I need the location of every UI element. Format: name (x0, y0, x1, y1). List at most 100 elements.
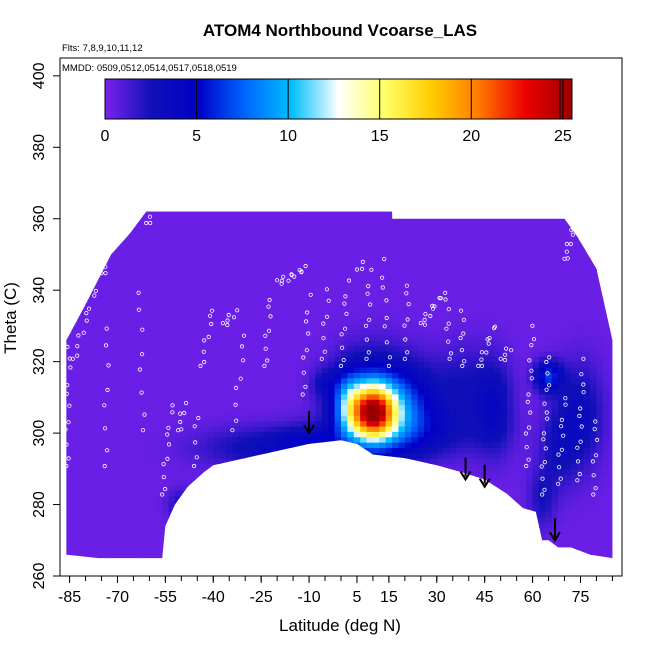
heatmap-cell (270, 259, 278, 266)
heatmap-cell (328, 425, 336, 432)
heatmap-cell (117, 350, 125, 357)
heatmap-cell (360, 329, 368, 336)
heatmap-cell (283, 297, 291, 304)
heatmap-cell (251, 270, 259, 277)
heatmap-cell (86, 201, 93, 207)
heatmap-cell (487, 511, 495, 518)
heatmap-cell (481, 313, 489, 320)
heatmap-cell (232, 356, 240, 363)
heatmap-cell (309, 270, 317, 277)
heatmap-cell (436, 356, 444, 363)
heatmap-cell (404, 500, 412, 507)
heatmap-cell (226, 345, 234, 352)
heatmap-cell (130, 500, 138, 507)
heatmap-cell (181, 265, 189, 272)
heatmap-cell (155, 372, 163, 379)
heatmap-cell (379, 350, 387, 357)
heatmap-cell (251, 372, 259, 379)
heatmap-cell (328, 500, 336, 507)
heatmap-cell (328, 447, 336, 454)
heatmap-cell (98, 490, 106, 497)
heatmap-cell (104, 549, 112, 556)
heatmap-cell (283, 216, 291, 223)
heatmap-cell (411, 201, 418, 207)
heatmap-cell (341, 549, 348, 556)
heatmap-cell (206, 233, 214, 240)
heatmap-cell (123, 350, 131, 357)
heatmap-cell (213, 560, 220, 566)
heatmap-cell (130, 249, 138, 256)
heatmap-cell (143, 318, 151, 325)
heatmap-cell (430, 313, 438, 320)
heatmap-cell (149, 254, 157, 261)
heatmap-cell (475, 227, 483, 234)
heatmap-cell (385, 447, 393, 454)
heatmap-cell (347, 393, 355, 400)
heatmap-cell (341, 350, 348, 357)
heatmap-cell (123, 409, 131, 416)
heatmap-cell (200, 383, 208, 390)
heatmap-cell (366, 399, 374, 406)
heatmap-cell (379, 340, 387, 347)
heatmap-cell (251, 222, 259, 229)
heatmap-cell (449, 511, 457, 518)
heatmap-cell (187, 275, 195, 282)
heatmap-cell (206, 259, 214, 266)
heatmap-cell (334, 522, 342, 529)
heatmap-cell (417, 302, 425, 309)
heatmap-cell (130, 442, 138, 448)
heatmap-cell (347, 233, 355, 240)
heatmap-cell (360, 495, 368, 502)
heatmap-cell (353, 436, 361, 443)
heatmap-cell (430, 286, 438, 293)
heatmap-cell (468, 249, 476, 256)
heatmap-cell (270, 474, 278, 481)
heatmap-cell (238, 313, 246, 320)
heatmap-cell (130, 565, 137, 571)
heatmap-cell (66, 409, 74, 416)
heatmap-cell (289, 227, 297, 234)
heatmap-cell (417, 254, 425, 261)
heatmap-cell (232, 527, 240, 534)
heatmap-cell (226, 474, 234, 481)
heatmap-cell (455, 533, 463, 540)
heatmap-cell (283, 506, 291, 513)
heatmap-cell (174, 500, 182, 507)
heatmap-cell (194, 543, 202, 550)
heatmap-cell (181, 211, 189, 218)
heatmap-cell (443, 265, 451, 272)
heatmap-cell (270, 506, 278, 513)
heatmap-cell (417, 506, 425, 513)
heatmap-cell (270, 431, 278, 438)
heatmap-cell (277, 511, 285, 518)
heatmap-cell (270, 409, 278, 416)
heatmap-cell (302, 549, 310, 556)
heatmap-cell (174, 313, 182, 320)
heatmap-cell (72, 554, 80, 559)
heatmap-cell (341, 420, 348, 427)
heatmap-cell (411, 297, 419, 304)
heatmap-cell (85, 517, 93, 524)
heatmap-cell (398, 533, 406, 540)
heatmap-cell (449, 463, 457, 470)
heatmap-cell (494, 254, 502, 261)
heatmap-cell (468, 324, 476, 331)
heatmap-cell (187, 297, 195, 304)
heatmap-cell (475, 565, 482, 571)
heatmap-cell (232, 281, 240, 288)
heatmap-cell (449, 479, 457, 486)
heatmap-cell (79, 436, 87, 443)
heatmap-cell (213, 404, 221, 411)
heatmap-cell (309, 334, 317, 341)
heatmap-cell (328, 324, 336, 331)
heatmap-cell (366, 458, 374, 465)
heatmap-cell (289, 211, 297, 213)
heatmap-cell (296, 479, 304, 486)
heatmap-cell (455, 254, 463, 261)
heatmap-cell (226, 511, 234, 518)
heatmap-cell (487, 500, 495, 507)
heatmap-cell (277, 318, 285, 325)
heatmap-cell (334, 543, 342, 550)
heatmap-cell (309, 442, 317, 448)
heatmap-cell (334, 372, 342, 379)
